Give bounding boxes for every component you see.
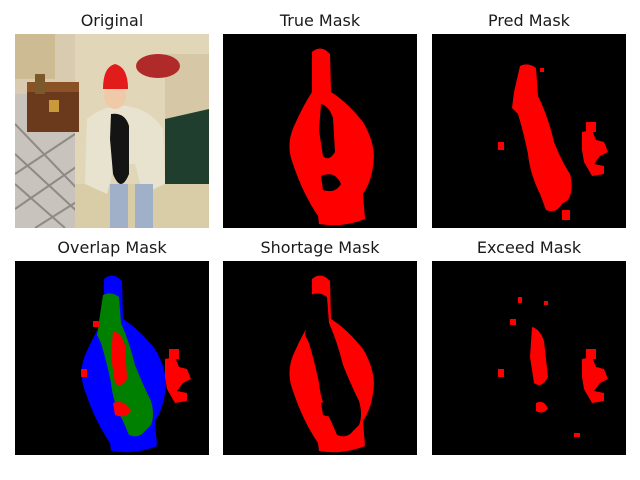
panel-title-shortage-mask: Shortage Mask — [260, 238, 380, 257]
panel-title-original: Original — [80, 11, 144, 30]
panel-title-overlap-mask: Overlap Mask — [57, 238, 167, 257]
original-photo — [15, 34, 209, 228]
panel-title-pred-mask: Pred Mask — [488, 11, 570, 30]
shortage-mask-image — [223, 261, 417, 455]
overlap-mask-image — [15, 261, 209, 455]
panel-title-true-mask: True Mask — [279, 11, 361, 30]
exceed-mask-image — [432, 261, 626, 455]
panel-title-exceed-mask: Exceed Mask — [476, 238, 582, 257]
true-mask-image — [223, 34, 417, 228]
pred-mask-image — [432, 34, 626, 228]
